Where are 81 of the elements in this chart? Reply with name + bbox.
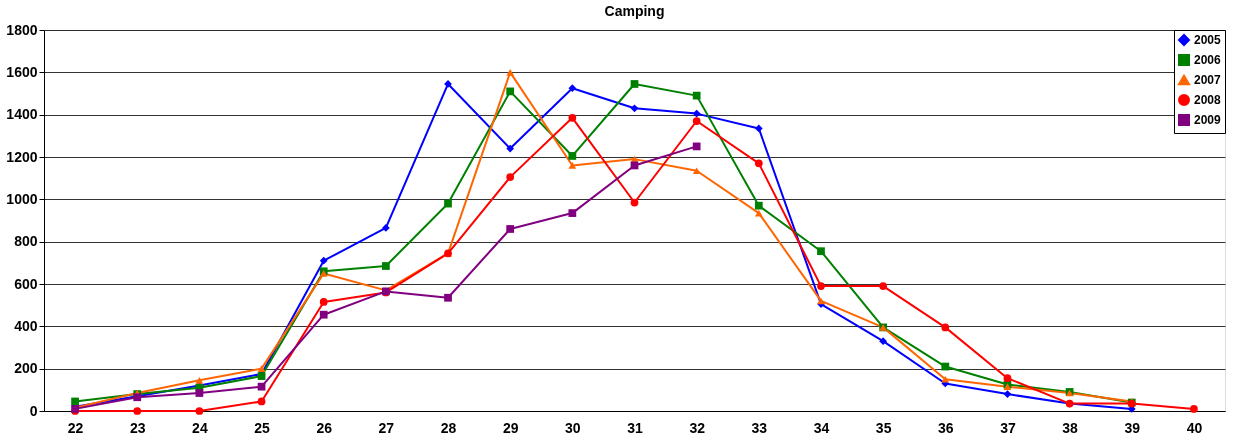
point [133,407,142,415]
point [817,282,825,290]
x-tick-label: 37 [1000,419,1016,436]
legend-label: 2008 [1194,93,1222,107]
x-tick-label: 32 [689,419,706,436]
x-tick-label: 27 [378,419,395,436]
x-tick-label: 40 [1186,419,1203,436]
y-tick-label: 200 [14,360,38,377]
point [692,167,701,175]
y-tick-label: 0 [29,402,38,419]
x-tick-label: 34 [813,419,830,436]
x-tick-label: 25 [254,419,271,436]
point [71,397,79,406]
y-tick-label: 1400 [6,106,38,123]
point [692,117,701,125]
point [506,173,515,181]
y-tick-label: 800 [14,233,38,250]
x-tick-label: 24 [192,419,208,436]
y-tick-label: 1600 [6,63,38,80]
point [692,109,701,118]
point [630,80,639,88]
point [319,310,328,319]
point [1003,390,1012,398]
point [506,68,515,76]
x-tick-label: 28 [440,419,457,436]
x-tick-label: 22 [67,419,84,436]
point [382,224,390,232]
x-tick-label: 29 [502,419,519,436]
y-tick-label: 600 [14,275,38,292]
point [879,282,887,290]
point [941,323,950,332]
point [506,225,515,233]
point [941,375,950,383]
point [692,91,701,100]
legend-label: 2009 [1194,113,1222,127]
y-tick-label: 1800 [6,21,38,38]
point [195,389,204,397]
point [257,382,266,391]
point [568,162,577,169]
point [506,87,515,96]
point [568,113,577,122]
x-tick-label: 23 [129,419,146,436]
point [941,362,950,371]
y-tick-label: 400 [14,317,38,334]
x-tick-label: 36 [938,419,954,436]
point [257,397,266,406]
point [817,247,825,256]
point [754,159,763,168]
point [568,152,577,160]
point [568,84,577,93]
point [568,209,577,217]
legend-label: 2007 [1194,73,1222,87]
chart-title: Camping [604,3,665,19]
x-tick-label: 35 [875,419,892,436]
y-tick-label: 1200 [6,148,38,165]
point [1190,405,1198,413]
point [754,201,763,210]
x-tick-label: 31 [627,419,643,436]
point [444,293,452,302]
legend-label: 2005 [1194,33,1222,47]
point [630,198,639,207]
point [879,337,887,346]
point [257,365,266,373]
point [195,376,204,384]
point [382,262,390,270]
point [754,124,763,133]
point [319,298,328,306]
point [319,256,328,265]
point [1003,374,1012,383]
x-tick-label: 26 [316,419,333,436]
x-tick-label: 38 [1062,419,1079,436]
point [506,144,515,153]
point [692,142,701,151]
point [195,407,204,415]
point [630,104,639,113]
point [444,199,452,208]
x-tick-label: 30 [565,419,581,436]
x-tick-label: 33 [751,419,768,436]
y-tick-label: 1000 [6,190,38,207]
legend-label: 2006 [1194,53,1222,67]
x-tick-label: 39 [1124,419,1141,436]
